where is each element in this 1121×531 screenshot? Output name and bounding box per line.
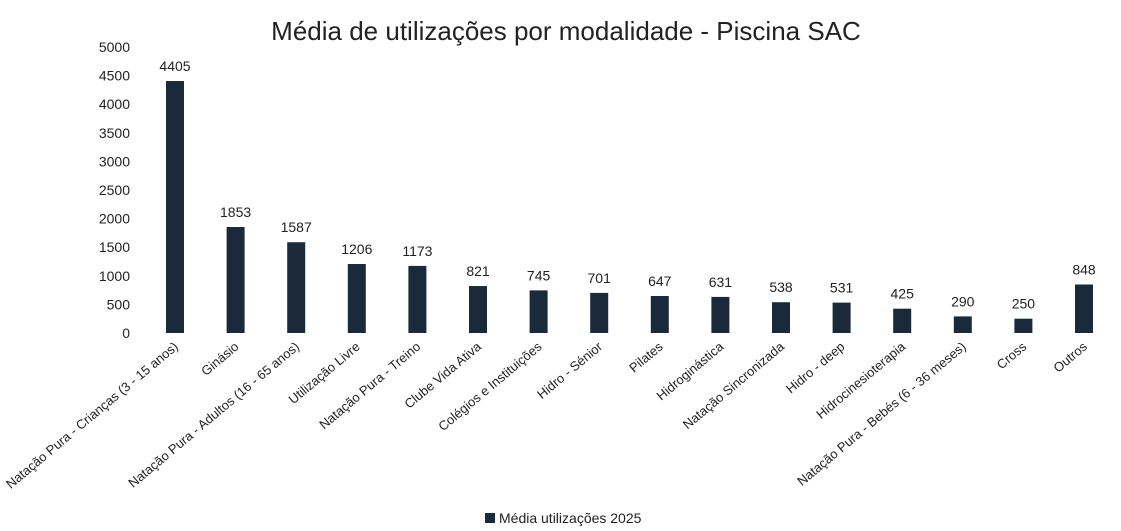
bar bbox=[650, 295, 669, 333]
x-tick-label: Hidro - Sénior bbox=[534, 338, 606, 401]
y-tick-label: 1500 bbox=[99, 239, 130, 255]
bar bbox=[590, 292, 609, 333]
x-tick-label: Cross bbox=[994, 338, 1030, 372]
bar bbox=[529, 290, 548, 333]
data-label: 290 bbox=[951, 293, 975, 309]
bar bbox=[347, 264, 366, 333]
y-tick-label: 2500 bbox=[99, 182, 130, 198]
x-tick-label: Pilates bbox=[626, 338, 666, 375]
y-axis: 0 500 1000 1500 2000 2500 3000 3500 4000 4500 5000 bbox=[99, 39, 130, 341]
x-tick-label: Colégios e Instituições bbox=[435, 338, 545, 433]
y-tick-label: 5000 bbox=[99, 39, 130, 55]
data-label: 425 bbox=[891, 286, 915, 302]
bar bbox=[287, 242, 306, 333]
x-tick-label: Hidro - deep bbox=[783, 339, 847, 396]
x-tick-label: Natação Sincronizada bbox=[680, 338, 788, 432]
bar bbox=[469, 286, 487, 333]
y-tick-label: 3000 bbox=[99, 153, 130, 169]
bar bbox=[832, 302, 851, 333]
bar bbox=[1075, 284, 1093, 333]
y-tick-label: 0 bbox=[122, 325, 130, 341]
bar bbox=[166, 81, 184, 333]
data-label: 745 bbox=[527, 267, 551, 283]
y-tick-label: 4000 bbox=[99, 96, 130, 112]
bar bbox=[953, 316, 972, 333]
bars bbox=[166, 81, 1093, 333]
x-tick-label: Ginásio bbox=[198, 339, 241, 379]
legend-label: Média utilizações 2025 bbox=[499, 510, 642, 526]
bar bbox=[711, 296, 730, 333]
data-labels: 4405 1853 1587 1206 1173 821 745 701 647 631 538 53… bbox=[159, 58, 1095, 312]
y-tick-label: 500 bbox=[107, 296, 131, 312]
bar bbox=[408, 265, 427, 333]
bar bbox=[772, 302, 790, 333]
x-tick-label: Outros bbox=[1050, 338, 1090, 375]
data-label: 1173 bbox=[402, 243, 432, 259]
data-label: 1206 bbox=[341, 241, 372, 257]
legend-swatch bbox=[485, 513, 495, 523]
chart-title: Média de utilizações por modalidade - Pi… bbox=[271, 16, 861, 46]
y-tick-label: 4500 bbox=[99, 68, 130, 84]
data-label: 821 bbox=[466, 263, 490, 279]
data-label: 531 bbox=[830, 280, 854, 296]
bar bbox=[1014, 318, 1033, 333]
data-label: 1853 bbox=[220, 204, 251, 220]
data-label: 647 bbox=[648, 273, 672, 289]
data-label: 4405 bbox=[159, 58, 190, 74]
data-label: 1587 bbox=[281, 219, 312, 235]
bar bbox=[226, 227, 245, 333]
bar bbox=[893, 308, 912, 333]
data-label: 538 bbox=[769, 279, 793, 295]
y-tick-label: 3500 bbox=[99, 125, 130, 141]
y-tick-label: 1000 bbox=[99, 268, 130, 284]
data-label: 848 bbox=[1072, 261, 1096, 277]
data-label: 701 bbox=[588, 270, 612, 286]
x-axis: Natação Pura - Crianças (3 - 15 anos) Gin… bbox=[3, 338, 1090, 491]
x-tick-label: Natação Pura - Treino bbox=[316, 339, 423, 432]
data-label: 250 bbox=[1012, 296, 1036, 312]
y-tick-label: 2000 bbox=[99, 211, 130, 227]
legend: Média utilizações 2025 bbox=[485, 510, 642, 526]
data-label: 631 bbox=[709, 274, 733, 290]
